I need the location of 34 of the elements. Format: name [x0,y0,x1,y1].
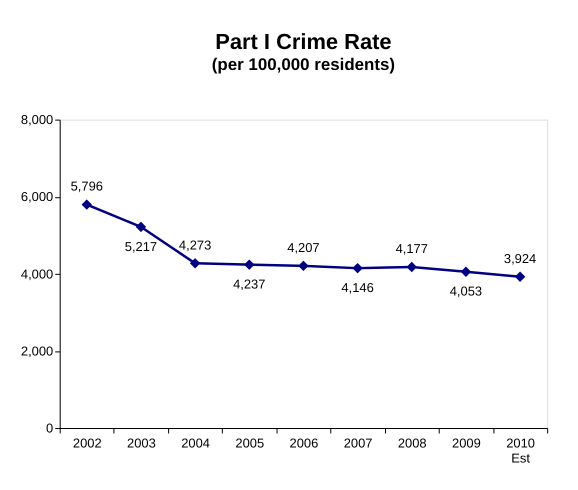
point [298,260,309,272]
text: 4,053 [450,284,482,299]
y-tick-label: 0 [46,420,54,436]
text: 4,273 [178,237,212,252]
point [190,258,200,269]
text: 5,796 [70,178,103,194]
point [460,266,472,277]
chart-title: Part I Crime Rate [215,28,392,54]
text: 4,207 [287,240,320,255]
chart-subtitle: (per 100,000 residents) [212,54,396,74]
text: 3,924 [504,250,536,266]
x-tick-label: 2010 Est [506,435,535,466]
x-tick-label: 2004 [181,435,210,450]
text: 4,237 [233,276,266,292]
point [244,259,254,270]
point [352,262,363,274]
text: 4,177 [396,241,428,256]
x-tick-label: 2002 [72,435,102,450]
y-tick-label: 6,000 [20,189,54,204]
point [82,199,92,210]
point [136,222,146,232]
y-tick-label: 8,000 [20,112,54,128]
point [514,272,526,282]
y-tick-label: 4,000 [20,266,54,282]
point [406,262,417,272]
x-tick-label: 2009 [452,435,481,450]
x-tick-label: 2006 [290,435,318,450]
x-tick-label: 2003 [127,435,156,450]
x-tick-label: 2008 [398,435,427,450]
x-tick-label: 2005 [235,435,264,450]
x-tick-label: 2007 [344,435,372,450]
y-tick-label: 2,000 [20,343,54,358]
text: 4,146 [341,280,374,296]
text: 5,217 [124,238,158,254]
